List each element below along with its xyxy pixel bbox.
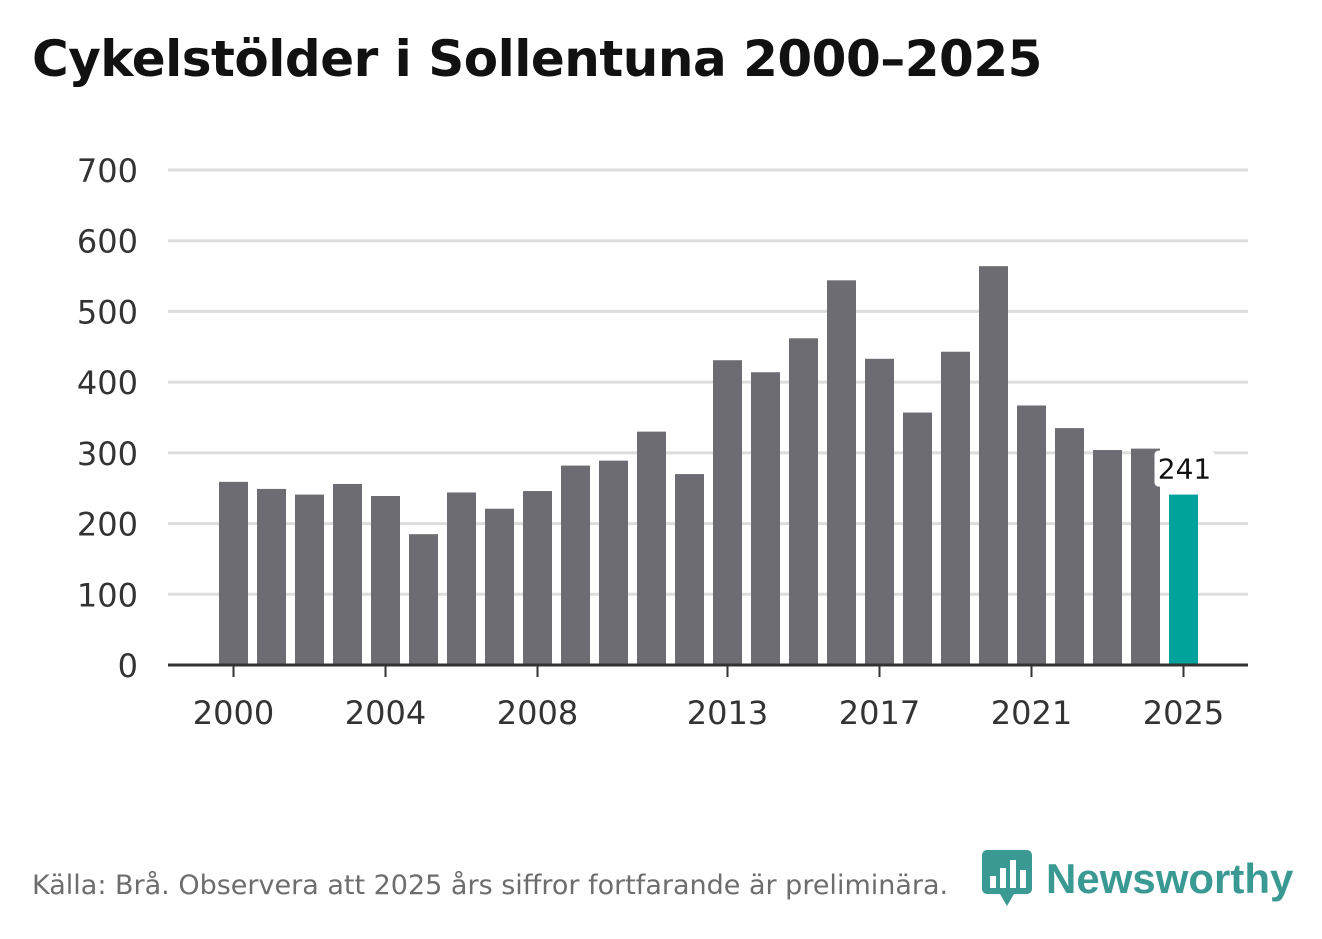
- bar-2017: [865, 358, 894, 665]
- gridlines: [168, 168, 1248, 596]
- y-tick-label: 600: [77, 223, 138, 261]
- y-tick-label: 300: [77, 435, 138, 473]
- data-labels: 241: [1154, 450, 1215, 487]
- bar-2010: [599, 460, 628, 665]
- y-axis-ticks: 0 100 200 300 400 500 600 700: [77, 152, 138, 685]
- x-tick-label: 2013: [687, 694, 768, 732]
- y-tick-label: 700: [77, 152, 138, 190]
- bar-2009: [561, 465, 590, 665]
- bar-2020: [979, 266, 1008, 665]
- bar-2013: [713, 360, 742, 665]
- bar-2007: [485, 508, 514, 665]
- bar-2000: [219, 481, 248, 665]
- bar-2016: [827, 280, 856, 665]
- x-tick-label: 2000: [193, 694, 274, 732]
- bar-2015: [789, 338, 818, 665]
- bar-2025: [1169, 494, 1198, 665]
- bar-2008: [523, 491, 552, 665]
- bar-2022: [1055, 428, 1084, 665]
- bar-2002: [295, 494, 324, 665]
- y-tick-label: 200: [77, 506, 138, 544]
- data-label-2025: 241: [1158, 453, 1211, 486]
- y-tick-label: 100: [77, 576, 138, 614]
- source-note: Källa: Brå. Observera att 2025 års siffr…: [32, 870, 949, 901]
- bar-2019: [941, 351, 970, 665]
- bar-2018: [903, 412, 932, 665]
- y-tick-label: 400: [77, 364, 138, 402]
- bar-2021: [1017, 405, 1046, 665]
- bar-2005: [409, 534, 438, 665]
- newsworthy-logo-icon: [982, 850, 1032, 906]
- chart-title: Cykelstölder i Sollentuna 2000–2025: [32, 30, 1042, 88]
- bars: [219, 266, 1198, 665]
- bar-2014: [751, 372, 780, 665]
- newsworthy-logo[interactable]: Newsworthy: [982, 850, 1293, 908]
- x-tick-label: 2021: [991, 694, 1072, 732]
- bar-2011: [637, 431, 666, 665]
- y-tick-label: 500: [77, 293, 138, 331]
- bar-2023: [1093, 450, 1122, 665]
- bar-2001: [257, 488, 286, 665]
- brand-name: Newsworthy: [1046, 855, 1294, 902]
- bar-2006: [447, 492, 476, 665]
- x-tick-label: 2008: [497, 694, 578, 732]
- x-tick-label: 2025: [1143, 694, 1224, 732]
- bar-2012: [675, 474, 704, 665]
- y-tick-label: 0: [118, 647, 138, 685]
- bar-2004: [371, 495, 400, 665]
- x-tick-label: 2004: [345, 694, 426, 732]
- x-tick-label: 2017: [839, 694, 920, 732]
- data-label-background: [1154, 450, 1215, 487]
- x-axis-ticks: 2000 2004 2008 2013 2017 2021 2025: [193, 665, 1224, 732]
- bar-2003: [333, 483, 362, 665]
